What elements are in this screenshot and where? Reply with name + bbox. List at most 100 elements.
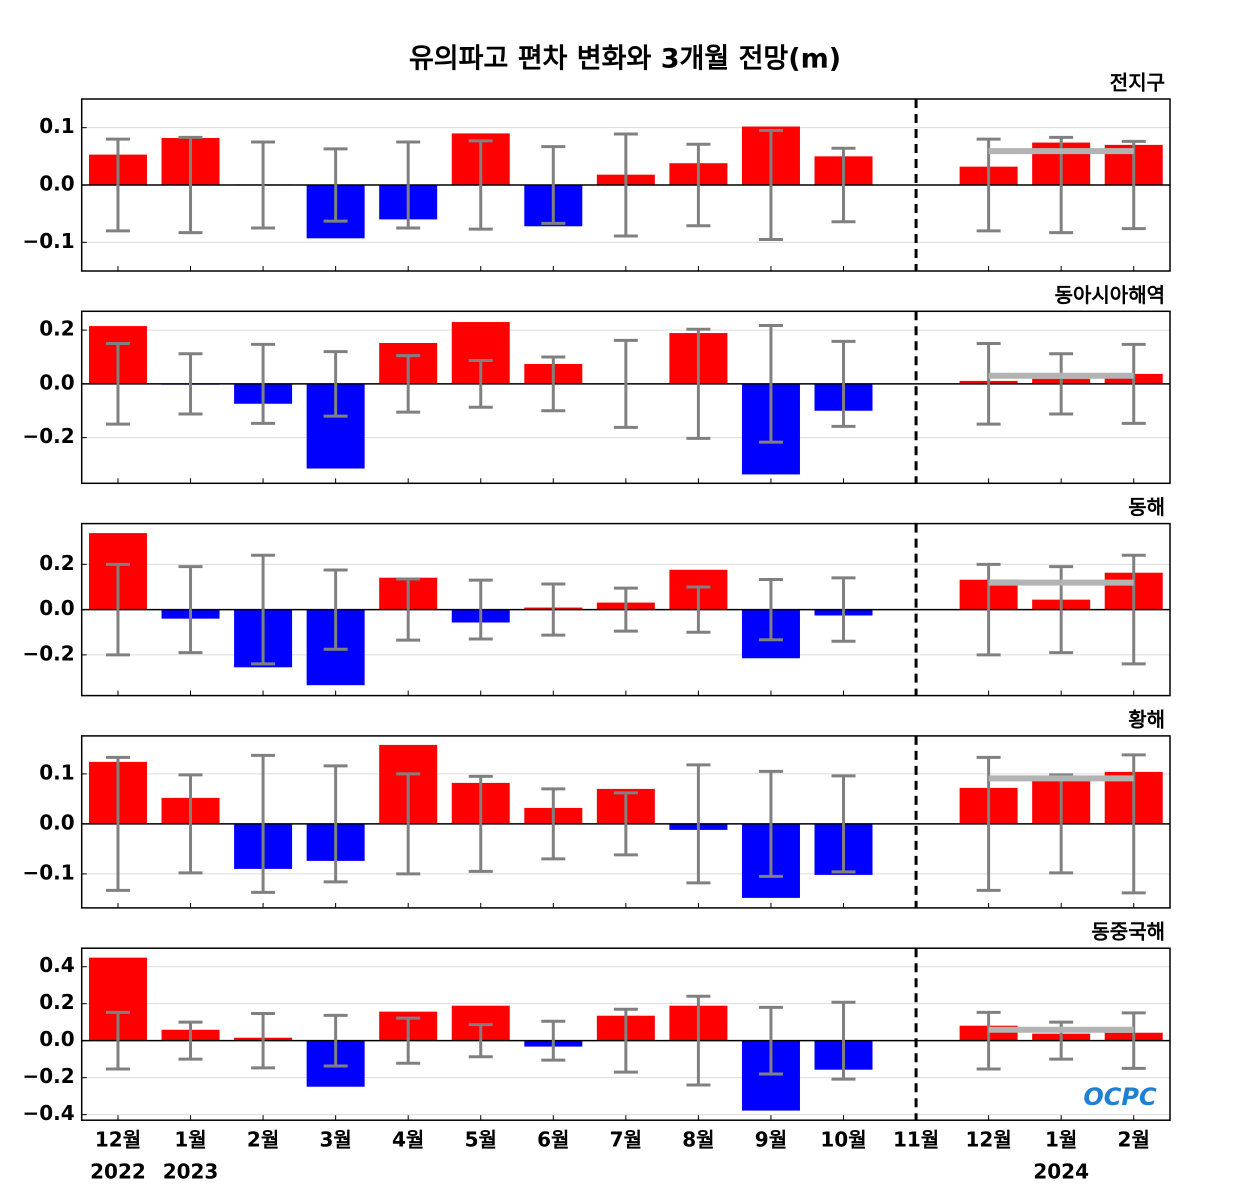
y-tick-label: 0.1: [39, 760, 74, 784]
y-tick-label: 0.0: [39, 596, 74, 620]
error-bar: [1121, 342, 1146, 425]
y-tick-label: 0.4: [39, 953, 74, 977]
chart-title: 유의파고 편차 변화와 3개월 전망(m): [409, 44, 841, 75]
x-tick-label: 2월: [247, 1128, 279, 1152]
error-bar: [613, 1007, 638, 1074]
y-tick-label: 0.0: [39, 1027, 74, 1051]
error-bar: [758, 324, 783, 444]
y-tick-label: 0.2: [39, 990, 74, 1014]
error-bar: [831, 774, 856, 874]
panel-frame: [80, 522, 1171, 697]
error-bar: [251, 1011, 276, 1070]
y-tick-label: 0.0: [39, 810, 74, 834]
year-label: 2022: [90, 1160, 146, 1184]
error-bar: [323, 147, 348, 223]
panel-frame: [80, 98, 1171, 272]
error-bar: [105, 755, 130, 892]
y-tick-label: 0.2: [39, 317, 74, 341]
error-bar: [541, 787, 566, 861]
x-tick-label: 12월: [95, 1128, 141, 1152]
error-bar: [541, 355, 566, 413]
year-label: 2023: [163, 1160, 219, 1184]
error-bar: [251, 753, 276, 894]
error-bar: [468, 358, 493, 409]
error-bar: [831, 339, 856, 428]
x-tick-label: 8월: [682, 1128, 714, 1152]
error-bar: [686, 327, 711, 440]
error-bar: [105, 562, 130, 657]
panel-name: 동중국해: [1091, 920, 1165, 944]
x-tick-label: 1월: [174, 1128, 206, 1152]
error-bar: [976, 562, 1001, 657]
error-bar: [831, 576, 856, 643]
error-bar: [1049, 773, 1074, 875]
error-bar: [758, 129, 783, 241]
error-bar: [758, 578, 783, 642]
error-bar: [831, 146, 856, 224]
error-bar: [396, 140, 421, 230]
error-bar: [976, 342, 1001, 426]
error-bar: [613, 791, 638, 857]
error-bar: [178, 565, 203, 655]
error-bar: [396, 772, 421, 876]
y-tick-label: −0.2: [23, 641, 75, 665]
x-tick-label: 3월: [319, 1128, 351, 1152]
error-bar: [686, 142, 711, 228]
x-tick-label: 1월: [1045, 1128, 1077, 1152]
error-bar: [323, 1013, 348, 1068]
error-bar: [323, 568, 348, 651]
error-bar: [831, 1000, 856, 1081]
panel-frame: [80, 735, 1171, 909]
error-bar: [396, 577, 421, 642]
x-tick-label: 11월: [893, 1128, 939, 1152]
y-tick-label: −0.1: [23, 229, 75, 253]
error-bar: [251, 342, 276, 425]
y-tick-label: −0.4: [23, 1101, 75, 1125]
error-bar: [323, 764, 348, 884]
error-bar: [105, 342, 130, 426]
logo: OCPC: [1083, 1083, 1157, 1111]
error-bar: [541, 582, 566, 637]
error-bar: [323, 350, 348, 418]
error-bar: [613, 338, 638, 429]
error-bar: [613, 586, 638, 633]
error-bar: [686, 585, 711, 634]
error-bar: [468, 139, 493, 231]
error-bar: [178, 135, 203, 235]
error-bar: [468, 1023, 493, 1059]
x-tick-label: 4월: [392, 1128, 424, 1152]
panel-name: 동해: [1128, 495, 1165, 519]
error-bar: [178, 352, 203, 416]
error-bar: [541, 1019, 566, 1062]
error-bar: [396, 1016, 421, 1065]
error-bar: [1121, 553, 1146, 666]
y-tick-label: −0.2: [23, 1064, 75, 1088]
error-bar: [468, 578, 493, 641]
error-bar: [178, 773, 203, 875]
x-tick-label: 7월: [610, 1128, 642, 1152]
error-bar: [541, 145, 566, 225]
error-bar: [1121, 1011, 1146, 1070]
x-tick-label: 6월: [537, 1128, 569, 1152]
error-bar: [105, 137, 130, 233]
y-tick-label: 0.0: [39, 370, 74, 394]
y-tick-label: 0.0: [39, 172, 74, 196]
panel-name: 황해: [1128, 707, 1165, 731]
x-tick-label: 12월: [965, 1128, 1011, 1152]
error-bar: [686, 763, 711, 885]
panel-frame: [80, 310, 1171, 485]
x-tick-label: 5월: [465, 1128, 497, 1152]
panel-name: 동아시아해역: [1055, 283, 1165, 307]
error-bar: [251, 140, 276, 230]
error-bar: [758, 1005, 783, 1076]
y-tick-label: 0.2: [39, 551, 74, 575]
error-bar: [105, 1010, 130, 1071]
error-bar: [251, 553, 276, 666]
x-tick-label: 9월: [755, 1128, 787, 1152]
error-bar: [178, 1020, 203, 1061]
year-label: 2024: [1033, 1160, 1089, 1184]
x-tick-label: 2월: [1118, 1128, 1150, 1152]
error-bar: [1049, 352, 1074, 416]
error-bar: [976, 1010, 1001, 1071]
